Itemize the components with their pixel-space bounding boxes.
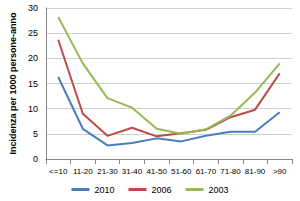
svg-text:0: 0 [33,154,38,164]
svg-text:>90: >90 [273,167,287,176]
svg-text:15: 15 [28,79,38,89]
svg-text:81-90: 81-90 [245,167,266,176]
svg-text:71-80: 71-80 [220,167,241,176]
svg-text:31-40: 31-40 [122,167,143,176]
svg-text:Incidenza per 1000 persone-ann: Incidenza per 1000 persone-anno [8,12,18,155]
svg-text:5: 5 [33,129,38,139]
svg-text:61-70: 61-70 [196,167,217,176]
svg-text:2003: 2003 [209,185,229,195]
svg-text:11-20: 11-20 [73,167,93,176]
svg-text:21-30: 21-30 [97,167,118,176]
svg-text:51-60: 51-60 [171,167,192,176]
svg-text:20: 20 [28,53,38,63]
svg-text:2010: 2010 [94,185,114,195]
svg-text:<=10: <=10 [49,167,68,176]
svg-text:25: 25 [28,28,38,38]
svg-text:10: 10 [28,104,38,114]
svg-text:30: 30 [28,3,38,13]
svg-text:41-50: 41-50 [146,167,167,176]
svg-text:2006: 2006 [151,185,171,195]
